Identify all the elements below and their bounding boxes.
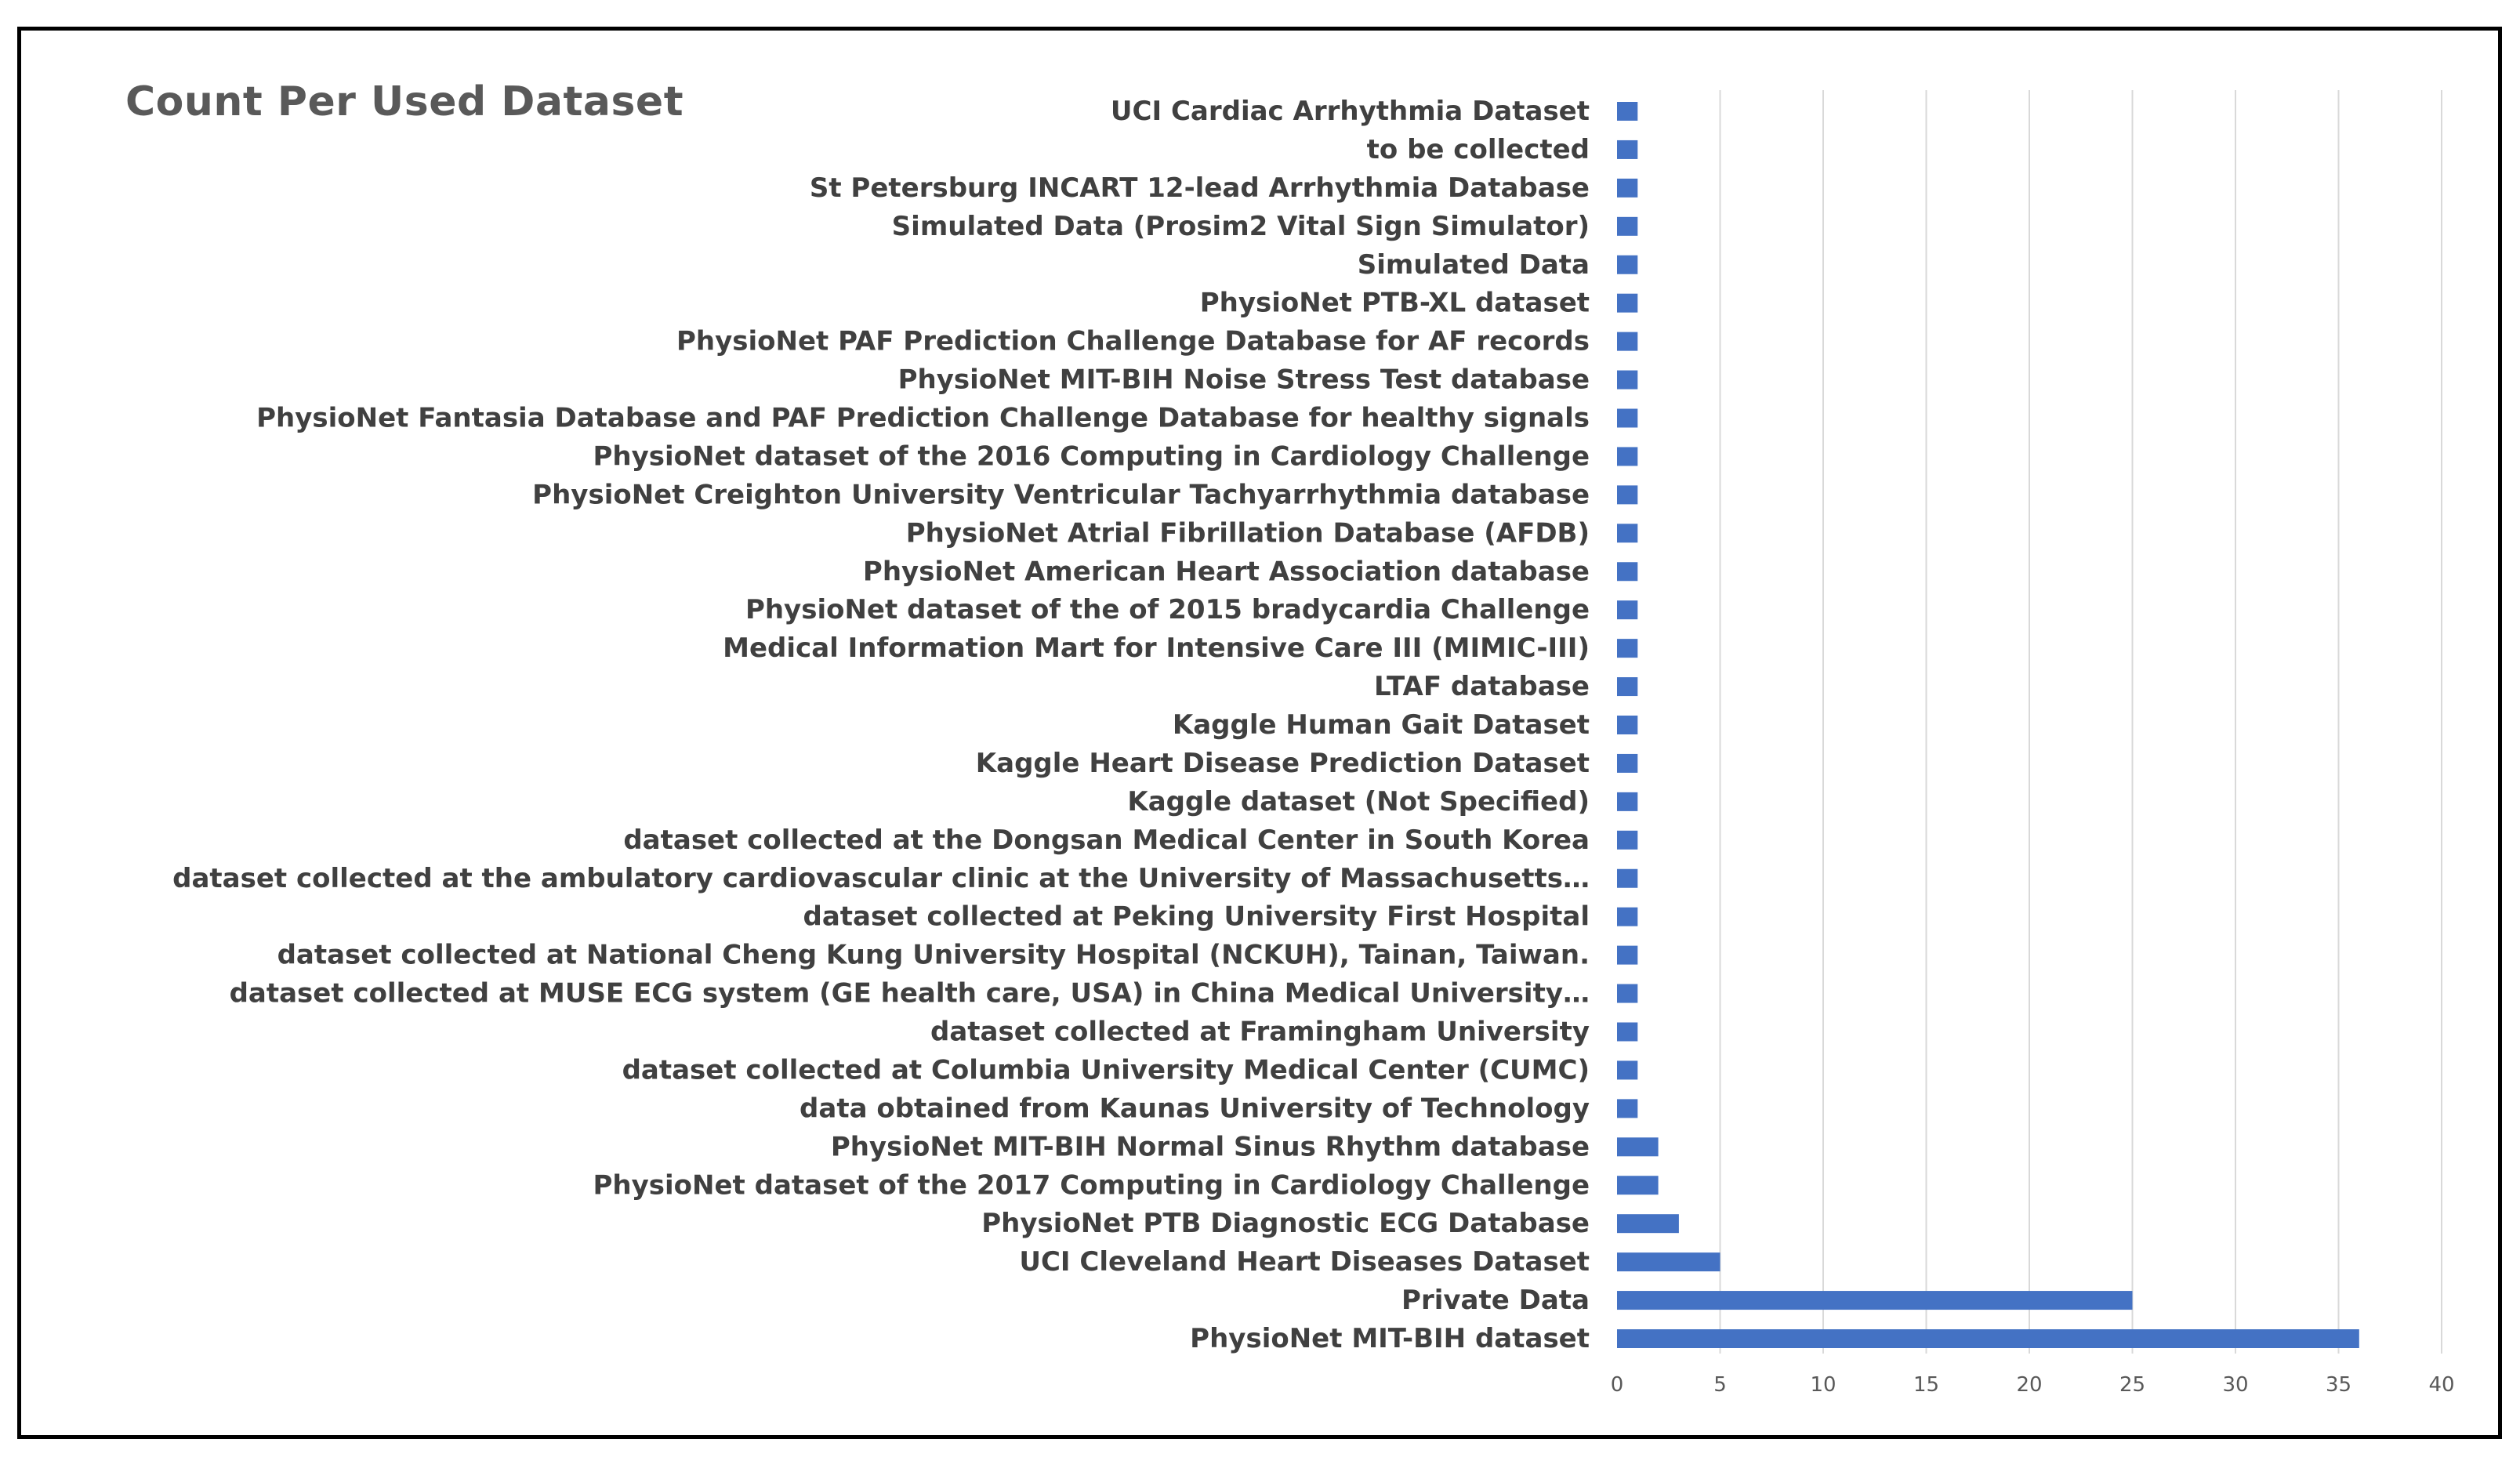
bar <box>1617 1291 2133 1310</box>
category-label: PhysioNet MIT-BIH Normal Sinus Rhythm da… <box>831 1131 1590 1162</box>
chart-title: Count Per Used Dataset <box>125 78 684 125</box>
bar <box>1617 178 1638 198</box>
category-label: PhysioNet dataset of the 2017 Computing … <box>593 1169 1590 1201</box>
chart-frame <box>17 27 2502 1439</box>
category-label: St Petersburg INCART 12-lead Arrhythmia … <box>810 172 1590 204</box>
category-label: dataset collected at Framingham Universi… <box>930 1017 1590 1048</box>
category-label: Simulated Data <box>1358 249 1590 281</box>
x-tick-label: 25 <box>2119 1373 2145 1397</box>
category-label: dataset collected at National Cheng Kung… <box>277 940 1590 971</box>
category-label: to be collected <box>1367 134 1590 165</box>
category-label: PhysioNet dataset of the of 2015 bradyca… <box>745 594 1590 625</box>
bar <box>1617 1022 1638 1042</box>
bar <box>1617 524 1638 543</box>
bar <box>1617 677 1638 697</box>
bar <box>1617 907 1638 926</box>
category-label: UCI Cardiac Arrhythmia Dataset <box>1111 96 1590 127</box>
category-label: Private Data <box>1401 1285 1590 1316</box>
bar <box>1617 1176 1659 1195</box>
category-label: dataset collected at the Dongsan Medical… <box>623 825 1590 856</box>
category-label: PhysioNet Creighton University Ventricul… <box>532 479 1590 510</box>
x-tick-label: 30 <box>2222 1373 2248 1397</box>
bar <box>1617 753 1638 773</box>
category-label: Medical Information Mart for Intensive C… <box>723 633 1590 664</box>
category-label: dataset collected at MUSE ECG system (GE… <box>230 978 1590 1009</box>
x-tick-label: 35 <box>2326 1373 2351 1397</box>
bar <box>1617 792 1638 811</box>
category-label: dataset collected at Peking University F… <box>803 901 1590 933</box>
bar <box>1617 1099 1638 1118</box>
bar <box>1617 562 1638 582</box>
bar <box>1617 1329 2359 1348</box>
bar <box>1617 102 1638 121</box>
category-label: PhysioNet MIT-BIH dataset <box>1190 1323 1590 1354</box>
bar <box>1617 600 1638 620</box>
bar <box>1617 293 1638 313</box>
bar <box>1617 370 1638 390</box>
category-label: dataset collected at the ambulatory card… <box>172 863 1590 894</box>
bar <box>1617 984 1638 1003</box>
category-label: PhysioNet PAF Prediction Challenge Datab… <box>676 326 1590 357</box>
gridlines <box>1719 90 2442 1354</box>
category-label: Kaggle Heart Disease Prediction Dataset <box>976 748 1590 779</box>
category-label: PhysioNet MIT-BIH Noise Stress Test data… <box>898 364 1590 396</box>
category-label: UCI Cleveland Heart Diseases Dataset <box>1019 1246 1590 1278</box>
x-tick-label: 5 <box>1713 1373 1727 1397</box>
category-label: Simulated Data (Prosim2 Vital Sign Simul… <box>892 211 1590 242</box>
bar <box>1617 868 1638 888</box>
bar <box>1617 1137 1659 1157</box>
category-label: PhysioNet dataset of the 2016 Computing … <box>593 440 1590 472</box>
bar <box>1617 1252 1720 1272</box>
bar <box>1617 639 1638 658</box>
bar <box>1617 945 1638 965</box>
bar <box>1617 1060 1638 1080</box>
category-label: PhysioNet American Heart Association dat… <box>863 556 1590 587</box>
x-tick-label: 40 <box>2428 1373 2454 1397</box>
bar <box>1617 830 1638 850</box>
x-axis-ticks: 0 5 10 15 20 25 30 35 40 <box>1611 1373 2455 1397</box>
bar <box>1617 332 1638 351</box>
x-tick-label: 10 <box>1810 1373 1836 1397</box>
x-tick-label: 20 <box>2016 1373 2042 1397</box>
bar <box>1617 255 1638 274</box>
category-labels: UCI Cardiac Arrhythmia Dataset to be coll… <box>172 96 1590 1354</box>
category-label: Kaggle dataset (Not Specified) <box>1127 786 1590 817</box>
bar <box>1617 716 1638 734</box>
x-tick-label: 15 <box>1913 1373 1939 1397</box>
bar <box>1617 140 1638 159</box>
category-label: PhysioNet Fantasia Database and PAF Pred… <box>256 403 1590 434</box>
category-label: Kaggle Human Gait Dataset <box>1173 709 1590 741</box>
bar <box>1617 447 1638 466</box>
category-label: LTAF database <box>1374 671 1590 702</box>
category-label: PhysioNet Atrial Fibrillation Database (… <box>906 517 1590 549</box>
bar <box>1617 216 1638 236</box>
bar <box>1617 408 1638 428</box>
category-label: PhysioNet PTB Diagnostic ECG Database <box>981 1208 1590 1239</box>
bar <box>1617 485 1638 505</box>
bar <box>1617 1214 1679 1234</box>
bars <box>1617 102 2359 1348</box>
x-tick-label: 0 <box>1611 1373 1624 1397</box>
category-label: PhysioNet PTB-XL dataset <box>1200 288 1590 319</box>
category-label: data obtained from Kaunas University of … <box>800 1093 1590 1124</box>
category-label: dataset collected at Columbia University… <box>622 1054 1590 1086</box>
